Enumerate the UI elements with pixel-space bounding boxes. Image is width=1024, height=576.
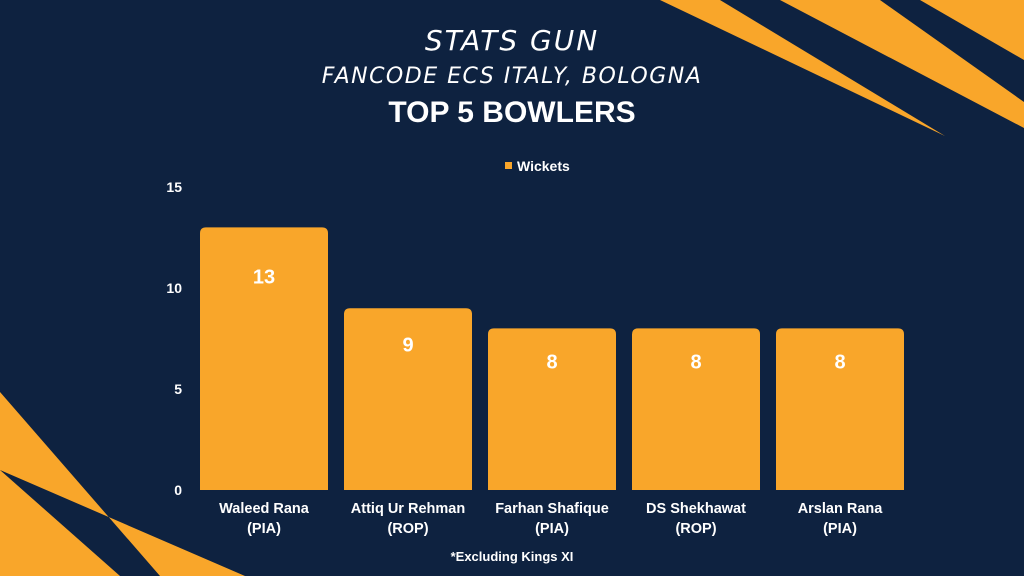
x-tick-label-team: (ROP) (387, 521, 428, 537)
top-right-stripe (660, 0, 945, 136)
y-tick-label: 5 (174, 381, 182, 397)
footnote: *Excluding Kings XI (450, 549, 574, 564)
event-subtitle: FANCODE ECS ITALY, BOLOGNA (321, 64, 703, 89)
bottom-left-stripe (0, 470, 120, 576)
bar (488, 328, 616, 490)
bar-value-label: 9 (402, 334, 413, 356)
x-tick-label-team: (PIA) (535, 521, 569, 537)
brand-name: STATS GUN (424, 24, 600, 57)
bar (344, 308, 472, 490)
legend-label: Wickets (517, 158, 570, 174)
x-tick-label: DS Shekhawat (646, 501, 746, 517)
bar-value-label: 8 (834, 351, 845, 373)
bar-value-label: 8 (546, 351, 557, 373)
x-tick-label-team: (PIA) (247, 521, 281, 537)
y-tick-label: 10 (166, 280, 182, 296)
x-tick-label: Arslan Rana (798, 501, 884, 517)
bar (776, 328, 904, 490)
x-tick-label-team: (ROP) (675, 521, 716, 537)
y-tick-label: 0 (174, 482, 182, 498)
legend-swatch (505, 162, 512, 169)
x-tick-label-team: (PIA) (823, 521, 857, 537)
x-tick-label: Attiq Ur Rehman (351, 501, 465, 517)
bar-value-label: 13 (253, 266, 275, 288)
bar (200, 227, 328, 490)
bar-value-label: 8 (690, 351, 701, 373)
x-tick-label: Farhan Shafique (495, 501, 609, 517)
top-right-stripe (780, 0, 1024, 128)
y-tick-label: 15 (166, 179, 182, 195)
top-right-stripe (920, 0, 1024, 60)
bar (632, 328, 760, 490)
chart-title: TOP 5 BOWLERS (388, 96, 636, 129)
x-tick-label: Waleed Rana (219, 501, 310, 517)
bottom-left-stripe (0, 392, 245, 576)
